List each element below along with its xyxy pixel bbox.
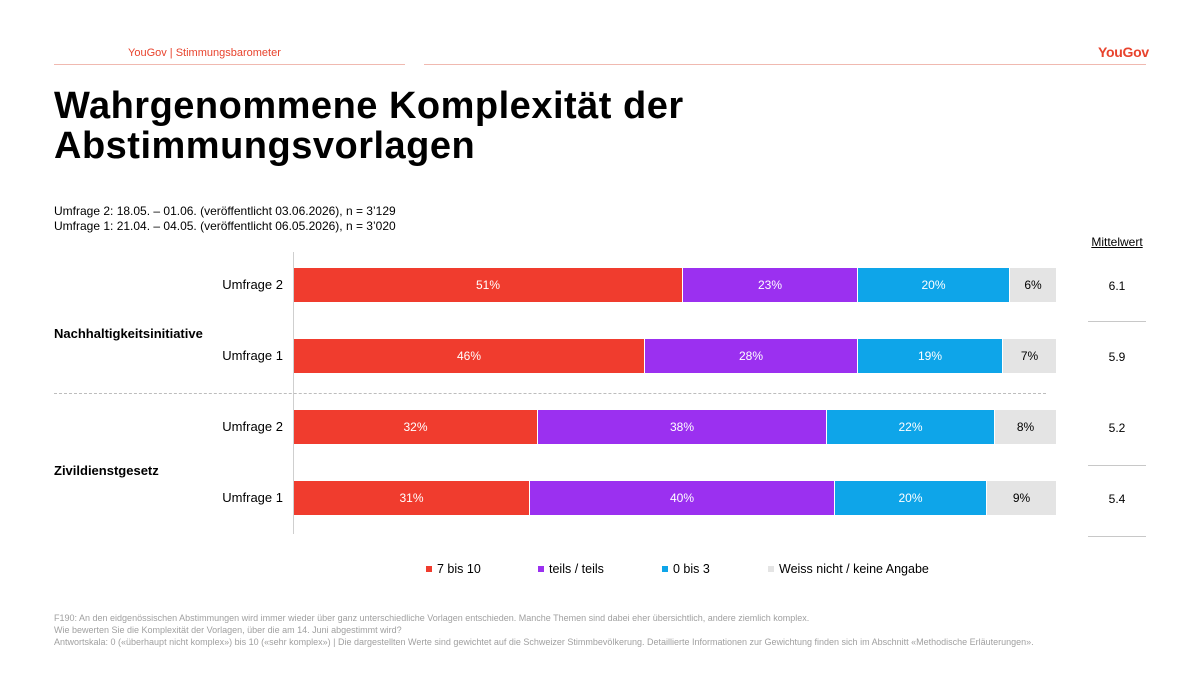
mean-value: 5.4 [1108, 492, 1126, 506]
group-separator [54, 393, 1046, 394]
mean-header: Mittelwert [1091, 235, 1143, 249]
bar-value-label: 38% [669, 420, 695, 434]
legend-label: 0 bis 3 [673, 562, 710, 576]
legend-item: Weiss nicht / keine Angabe [768, 561, 929, 577]
legend-item: 0 bis 3 [662, 561, 710, 577]
bar-segment: 8% [995, 410, 1056, 444]
header-rule-right [424, 64, 1146, 65]
bar-value-label: 19% [917, 349, 943, 363]
bar-segment: 23% [683, 268, 858, 302]
mean-separator [1088, 536, 1146, 537]
group-label: Zivildienstgesetz [54, 463, 159, 478]
bar-segment: 20% [835, 481, 987, 515]
bar-value-label: 46% [456, 349, 482, 363]
brand-line: YouGov | Stimmungsbarometer [128, 47, 281, 59]
bar-segment: 51% [294, 268, 683, 302]
bar-segment: 28% [645, 339, 858, 373]
bar-segment: 19% [858, 339, 1003, 373]
group-label: Nachhaltigkeitsinitiative [54, 326, 203, 341]
bar-segment: 38% [538, 410, 827, 444]
mean-separator [1088, 465, 1146, 466]
legend-item: teils / teils [538, 561, 604, 577]
bar-value-label: 9% [1012, 491, 1031, 505]
bar-segment: 6% [1010, 268, 1056, 302]
legend-label: Weiss nicht / keine Angabe [779, 562, 929, 576]
mean-value: 5.9 [1108, 350, 1126, 364]
bar-segment: 7% [1003, 339, 1056, 373]
bar-value-label: 31% [399, 491, 424, 505]
legend-item: 7 bis 10 [426, 561, 481, 577]
mean-value: 5.2 [1108, 421, 1126, 435]
legend-swatch [538, 566, 544, 572]
subtitle-line1: Umfrage 2: 18.05. – 01.06. (veröffentlic… [54, 204, 396, 218]
footnote-question: F190: An den eidgenössischen Abstimmunge… [54, 613, 810, 623]
bar-value-label: 51% [475, 278, 501, 292]
legend-label: 7 bis 10 [437, 562, 481, 576]
legend-swatch [768, 566, 774, 572]
bar-segment: 9% [987, 481, 1056, 515]
bar-value-label: 40% [669, 491, 695, 505]
row-label: Umfrage 2 [222, 419, 283, 434]
bar-value-label: 22% [898, 420, 923, 434]
subtitle-line2: Umfrage 1: 21.04. – 04.05. (veröffentlic… [54, 219, 396, 233]
bar-value-label: 7% [1020, 349, 1039, 363]
legend-swatch [426, 566, 432, 572]
footnote-scale: Antwortskala: 0 («überhaupt nicht komple… [54, 637, 1034, 647]
bar-value-label: 20% [898, 491, 923, 505]
bar-value-label: 20% [921, 278, 946, 292]
legend-label: teils / teils [549, 562, 604, 576]
page-title: Wahrgenommene Komplexität der Abstimmung… [54, 86, 1054, 166]
mean-separator [1088, 321, 1146, 322]
yougov-logo: YouGov [1098, 44, 1149, 60]
mean-value: 6.1 [1108, 279, 1126, 293]
page-title-line2: Abstimmungsvorlagen [54, 125, 476, 167]
row-label: Umfrage 1 [222, 348, 283, 363]
footnote-question-2: Wie bewerten Sie die Komplexität der Vor… [54, 625, 402, 635]
bar-value-label: 8% [1016, 420, 1035, 434]
bar-value-label: 23% [757, 278, 783, 292]
header-rule-left [54, 64, 405, 65]
bar-value-label: 28% [738, 349, 764, 363]
bar-segment: 32% [294, 410, 538, 444]
bar-segment: 20% [858, 268, 1010, 302]
row-label: Umfrage 1 [222, 490, 283, 505]
bar-value-label: 32% [403, 420, 428, 434]
legend-swatch [662, 566, 668, 572]
bar-value-label: 6% [1024, 278, 1042, 292]
page-title-line1: Wahrgenommene Komplexität der [54, 85, 684, 127]
row-label: Umfrage 2 [222, 277, 283, 292]
bar-segment: 40% [530, 481, 835, 515]
bar-segment: 46% [294, 339, 645, 373]
bar-segment: 31% [294, 481, 530, 515]
bar-segment: 22% [827, 410, 995, 444]
